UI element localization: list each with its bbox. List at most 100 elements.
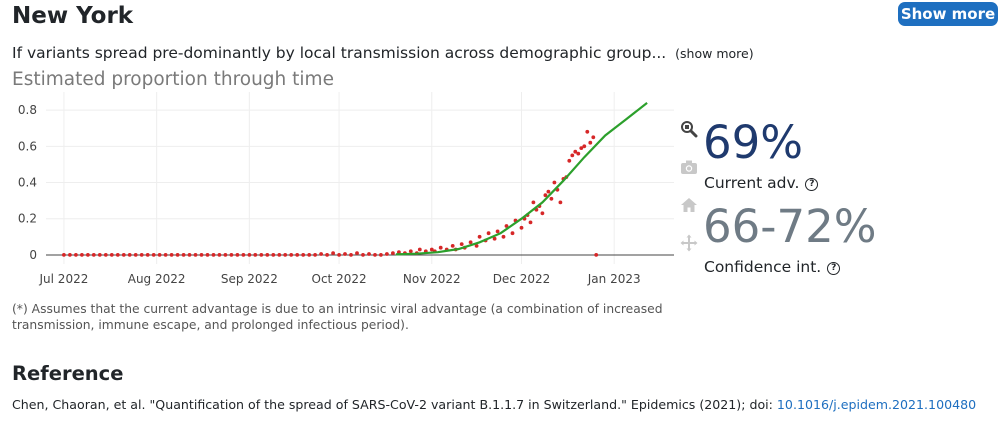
data-point [229, 253, 234, 257]
camera-icon[interactable] [680, 158, 698, 176]
data-point [307, 253, 312, 257]
data-point [450, 244, 455, 248]
data-point [68, 253, 72, 257]
data-point [343, 252, 347, 256]
data-point [151, 253, 156, 257]
data-point [91, 253, 96, 257]
doi-link[interactable]: 10.1016/j.epidem.2021.100480 [776, 397, 977, 412]
data-point [247, 253, 252, 257]
data-point [474, 244, 479, 248]
data-point [477, 234, 482, 239]
zoom-icon[interactable] [680, 120, 698, 138]
show-more-button[interactable]: Show more [898, 2, 998, 26]
data-point [519, 225, 524, 230]
y-tick-label: 0.2 [18, 212, 37, 226]
data-point [579, 146, 584, 150]
footnote: (*) Assumes that the current advantage i… [12, 302, 663, 332]
data-point [283, 253, 288, 257]
data-point [361, 253, 365, 257]
data-point [115, 253, 120, 257]
data-point [549, 196, 554, 201]
data-point [408, 249, 413, 254]
data-point [417, 247, 422, 252]
show-more-toggle[interactable]: (show more) [675, 46, 754, 61]
data-point [133, 253, 138, 257]
data-point [235, 253, 240, 257]
help-icon[interactable]: ? [805, 178, 819, 191]
data-point [573, 149, 578, 154]
data-point [325, 253, 329, 257]
data-point [492, 236, 497, 241]
data-point [271, 253, 276, 257]
data-point [175, 253, 180, 257]
fit-line [395, 102, 648, 256]
reference-heading: Reference [12, 362, 124, 385]
data-point [355, 251, 359, 256]
data-point [205, 253, 210, 257]
confidence-interval-value: 66-72% [703, 200, 877, 253]
data-point [121, 253, 126, 257]
reference-citation: Chen, Chaoran, et al. "Quantification of… [12, 397, 976, 412]
current-advantage-label: Current adv.? [704, 174, 819, 192]
data-point [528, 220, 533, 225]
data-point [585, 129, 590, 134]
data-point [576, 151, 581, 156]
data-point [265, 253, 270, 257]
data-point [139, 253, 144, 257]
data-point [546, 189, 551, 194]
data-point [187, 253, 192, 257]
data-point [199, 253, 204, 257]
x-tick-label: Aug 2022 [128, 272, 186, 286]
data-point [543, 193, 548, 198]
data-point [169, 253, 174, 257]
pan-icon[interactable] [680, 234, 698, 252]
data-point [349, 253, 353, 257]
data-point [558, 200, 563, 205]
data-point [429, 247, 434, 252]
home-icon[interactable] [680, 196, 698, 214]
data-point [86, 253, 90, 257]
x-tick-label: Jul 2022 [39, 272, 89, 286]
confidence-interval-label-text: Confidence int. [704, 258, 822, 276]
data-point [295, 253, 300, 257]
data-point [570, 153, 575, 158]
data-point [103, 253, 108, 257]
data-point [379, 253, 383, 257]
data-point [74, 253, 78, 257]
data-point [62, 253, 66, 257]
data-point [80, 253, 84, 257]
data-point [217, 253, 222, 257]
x-tick-label: Dec 2022 [493, 272, 551, 286]
help-icon[interactable]: ? [827, 262, 841, 275]
chart-data-layer [62, 102, 648, 257]
data-point [313, 253, 317, 257]
y-tick-label: 0.4 [18, 176, 37, 190]
data-point [531, 200, 536, 205]
data-point [438, 245, 443, 250]
data-point [582, 144, 587, 149]
data-point [127, 253, 132, 257]
data-point [211, 253, 216, 257]
data-point [253, 253, 258, 257]
data-point [486, 231, 491, 236]
data-point [567, 158, 572, 163]
data-point [259, 253, 264, 257]
current-advantage-label-text: Current adv. [704, 174, 800, 192]
data-point [331, 251, 335, 256]
proportion-chart[interactable]: Jul 2022 Aug 2022 Sep 2022 Oct 2022 Nov 2022… [0, 88, 700, 293]
x-tick-label: Sep 2022 [221, 272, 278, 286]
data-point [109, 253, 114, 257]
data-point [319, 252, 323, 256]
citation-text: Chen, Chaoran, et al. "Quantification of… [12, 397, 773, 412]
data-point [145, 253, 150, 257]
data-point [289, 253, 294, 257]
data-point [181, 253, 186, 257]
page-title: New York [12, 3, 134, 29]
chart-modebar [680, 120, 700, 272]
y-tick-label: 0.6 [18, 139, 37, 153]
data-point [504, 224, 509, 228]
y-tick-label: 0.8 [18, 103, 37, 117]
chart-grid [46, 92, 674, 264]
confidence-interval-label: Confidence int.? [704, 258, 841, 276]
data-point [552, 180, 557, 185]
